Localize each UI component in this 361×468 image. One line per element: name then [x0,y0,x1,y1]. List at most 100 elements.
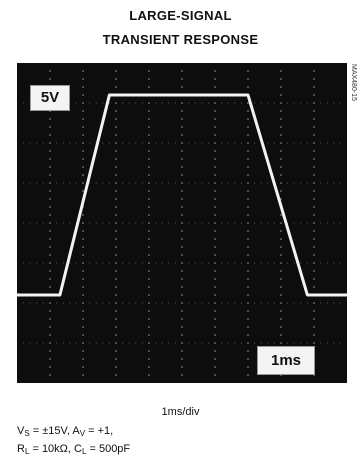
graticule-dot [161,142,163,144]
graticule-dot [148,318,150,320]
graticule-dot [148,286,150,288]
graticule-dot [207,142,209,144]
graticule-dot [89,102,91,104]
graticule-dot [49,270,51,272]
graticule-dot [82,350,84,352]
graticule-dot [148,254,150,256]
graticule-dot [174,262,176,264]
graticule-dot [247,206,249,208]
graticule-dot [339,262,341,264]
graticule-dot [247,78,249,80]
graticule-dot [313,126,315,128]
graticule-dot [247,110,249,112]
graticule-dot [148,206,150,208]
graticule-dot [280,126,282,128]
graticule-dot [313,254,315,256]
graticule-dot [247,302,249,304]
graticule-dot [115,214,117,216]
graticule-dot [234,262,236,264]
graticule-dot [49,118,51,120]
graticule-dot [247,310,249,312]
graticule-dot [75,102,77,104]
graticule-dot [115,150,117,152]
graticule-dot [214,70,216,72]
graticule-dot [221,182,223,184]
graticule-dot [306,262,308,264]
graticule-dot [181,198,183,200]
graticule-dot [313,70,315,72]
graticule-dot [115,342,117,344]
graticule-dot [280,318,282,320]
graticule-dot [247,358,249,360]
graticule-dot [313,286,315,288]
oscilloscope-screen [17,63,347,383]
graticule-dot [115,326,117,328]
graticule-dot [273,142,275,144]
graticule-dot [181,302,183,304]
graticule-dot [69,182,71,184]
graticule-dot [49,334,51,336]
graticule-dot [280,214,282,216]
graticule-dot [115,270,117,272]
graticule-dot [214,270,216,272]
graticule-dot [227,182,229,184]
graticule-dot [141,262,143,264]
graticule-dot [56,222,58,224]
graticule-dot [234,302,236,304]
graticule-dot [82,286,84,288]
graticule-dot [240,102,242,104]
conditions-line-1: VS = ±15V, AV = +1, [17,425,114,438]
graticule-dot [181,270,183,272]
graticule-dot [135,342,137,344]
signal-trace-group [17,93,347,297]
graticule-dot [280,166,282,168]
graticule-dot [49,254,51,256]
graticule-dot [181,214,183,216]
graticule-dot [181,278,183,280]
graticule-dot [214,102,216,104]
graticule-dot [181,78,183,80]
graticule-dot [181,110,183,112]
graticule-dot [49,166,51,168]
graticule-dot [128,102,130,104]
graticule-dot [240,302,242,304]
graticule-dot [181,166,183,168]
graticule-dot [267,262,269,264]
graticule-dot [161,302,163,304]
graticule-dot [82,334,84,336]
graticule-dot [135,182,137,184]
graticule-dot [168,302,170,304]
graticule-dot [333,262,335,264]
graticule-dot [128,302,130,304]
graticule-dot [201,182,203,184]
graticule-dot [280,326,282,328]
graticule-dot [122,102,124,104]
graticule-dot [82,374,84,376]
graticule-dot [313,190,315,192]
graticule-dot [115,118,117,120]
graticule-dot [280,334,282,336]
graticule-dot [207,342,209,344]
graticule-dot [148,150,150,152]
graticule-dot [23,102,25,104]
graticule-dot [122,142,124,144]
graticule-dot [181,318,183,320]
graticule-dot [287,262,289,264]
graticule-dot [148,310,150,312]
graticule-dot [148,78,150,80]
graticule-dot [128,222,130,224]
graticule-dot [168,142,170,144]
graticule-dot [49,150,51,152]
graticule-dot [280,278,282,280]
graticule-dot [115,286,117,288]
graticule-dot [247,278,249,280]
graticule-dot [174,342,176,344]
graticule-dot [320,262,322,264]
graticule-dot [254,102,256,104]
graticule-dot [188,102,190,104]
graticule-dot [62,302,64,304]
graticule-dot [194,102,196,104]
graticule-dot [214,342,216,344]
graticule-dot [326,302,328,304]
graticule-dot [115,294,117,296]
